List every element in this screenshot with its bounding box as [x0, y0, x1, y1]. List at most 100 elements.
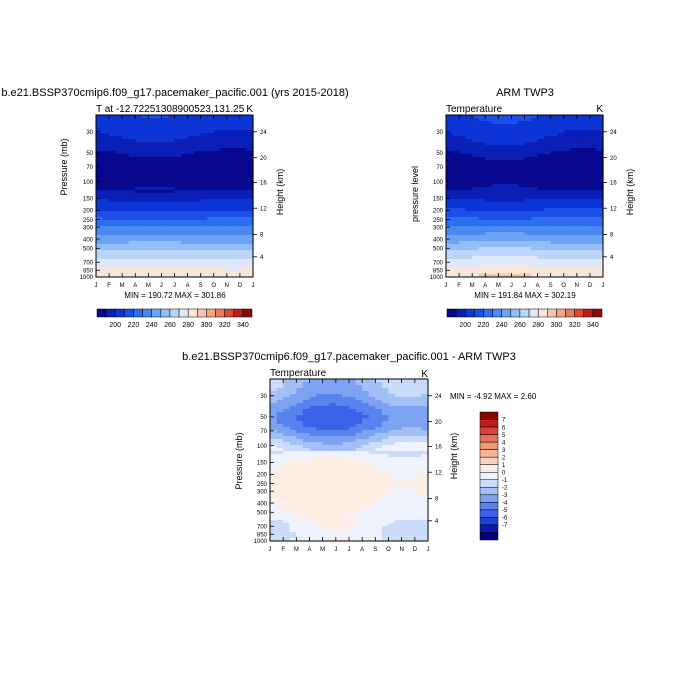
field-cell: [233, 199, 241, 203]
field-cell: [102, 190, 110, 194]
field-cell: [329, 451, 337, 455]
field-cell: [128, 244, 136, 248]
field-cell: [220, 196, 228, 200]
field-cell: [226, 220, 234, 224]
field-cell: [161, 199, 169, 203]
field-cell: [544, 253, 552, 257]
y-tick-label: 250: [83, 218, 94, 224]
field-cell: [524, 202, 532, 206]
field-cell: [322, 481, 330, 485]
field-cell: [550, 241, 558, 245]
field-cell: [478, 157, 486, 161]
field-cell: [459, 136, 467, 140]
field-cell: [368, 478, 376, 482]
field-cell: [408, 472, 416, 476]
field-cell: [207, 163, 215, 167]
field-cell: [128, 136, 136, 140]
field-cell: [122, 247, 130, 251]
field-cell: [309, 499, 317, 503]
field-cell: [583, 139, 591, 143]
field-cell: [478, 226, 486, 230]
field-cell: [381, 385, 390, 389]
field-cell: [187, 241, 195, 245]
field-cell: [322, 436, 330, 440]
field-cell: [194, 241, 202, 245]
field-cell: [96, 196, 104, 200]
field-cell: [342, 535, 350, 539]
field-cell: [355, 511, 363, 515]
field-cell: [102, 211, 110, 215]
field-cell: [342, 424, 350, 428]
field-cell: [161, 238, 169, 242]
field-cell: [395, 526, 403, 530]
field-cell: [276, 529, 284, 533]
field-cell: [576, 139, 584, 143]
field-cell: [557, 133, 565, 137]
field-cell: [102, 157, 110, 161]
field-cell: [421, 436, 429, 440]
field-cell: [421, 403, 429, 407]
field-cell: [181, 115, 189, 119]
field-cell: [270, 409, 278, 413]
field-cell: [408, 391, 416, 395]
colorbar-label: 6: [502, 425, 506, 431]
field-cell: [135, 220, 143, 224]
field-cell: [583, 202, 591, 206]
field-cell: [220, 133, 228, 137]
field-cell: [122, 187, 130, 191]
field-cell: [174, 271, 182, 275]
y-tick-label: 1000: [430, 275, 444, 281]
field-cell: [154, 229, 163, 233]
field-cell: [421, 445, 429, 449]
colorbar-swatch: [479, 517, 499, 526]
field-cell: [135, 160, 143, 164]
field-cell: [246, 169, 254, 173]
field-cell: [368, 487, 376, 491]
field-cell: [148, 271, 156, 275]
field-cell: [401, 409, 409, 413]
field-cell: [102, 175, 110, 179]
x-tick-label: D: [238, 283, 243, 289]
field-cell: [213, 244, 221, 248]
field-cell: [174, 223, 182, 227]
field-cell: [122, 133, 130, 137]
field-cell: [96, 178, 104, 182]
field-cell: [544, 157, 552, 161]
field-cell: [181, 127, 189, 131]
field-cell: [478, 229, 486, 233]
field-cell: [517, 118, 526, 122]
field-cell: [421, 391, 429, 395]
field-cell: [226, 211, 234, 215]
field-cell: [478, 148, 486, 152]
field-cell: [388, 424, 396, 428]
y-tick-label: 50: [86, 151, 93, 157]
field-cell: [239, 232, 248, 236]
field-cell: [233, 121, 241, 125]
field-cell: [452, 256, 460, 260]
field-cell: [309, 418, 317, 422]
field-cell: [589, 178, 598, 182]
field-cell: [517, 190, 526, 194]
field-cell: [128, 259, 136, 263]
field-cell: [233, 250, 241, 254]
field-cell: [537, 142, 545, 146]
y-tick-label: 70: [260, 429, 267, 435]
field-cell: [167, 238, 176, 242]
field-cell: [388, 412, 396, 416]
field-cell: [414, 523, 423, 527]
field-cell: [233, 229, 241, 233]
field-cell: [362, 457, 370, 461]
field-cell: [289, 439, 297, 443]
field-cell: [302, 496, 311, 500]
field-cell: [459, 226, 467, 230]
field-cell: [414, 445, 423, 449]
field-cell: [583, 235, 591, 239]
field-cell: [550, 232, 558, 236]
field-cell: [335, 457, 344, 461]
field-cell: [517, 208, 526, 212]
field-cell: [296, 496, 304, 500]
field-cell: [544, 151, 552, 155]
field-cell: [465, 244, 473, 248]
field-cell: [115, 154, 123, 158]
field-cell: [531, 247, 539, 251]
